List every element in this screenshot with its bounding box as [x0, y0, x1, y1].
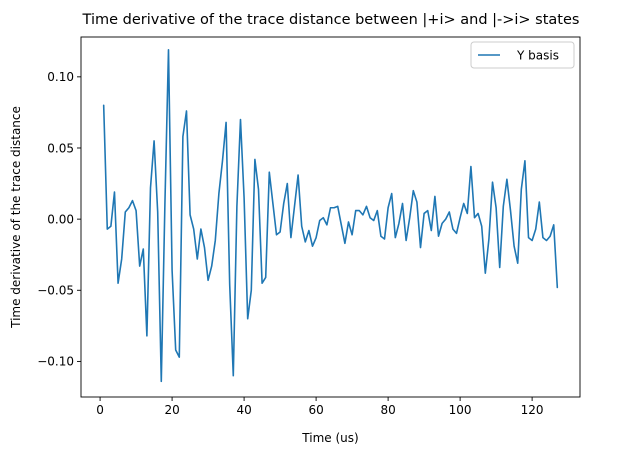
- x-tick-label: 100: [449, 403, 472, 417]
- x-tick-label: 120: [521, 403, 544, 417]
- x-tick-label: 40: [236, 403, 251, 417]
- legend-label: Y basis: [516, 49, 559, 63]
- legend: Y basis: [470, 41, 575, 69]
- y-tick-label: −0.05: [37, 284, 74, 298]
- y-tick-label: −0.10: [37, 355, 74, 369]
- x-tick-label: 0: [96, 403, 104, 417]
- x-tick-label: 60: [308, 403, 323, 417]
- chart-title: Time derivative of the trace distance be…: [82, 12, 580, 28]
- x-tick-label: 20: [164, 403, 179, 417]
- legend-box: [470, 41, 575, 69]
- y-axis: −0.10 −0.05 0.00 0.05 0.10: [37, 70, 81, 369]
- y-tick-label: 0.00: [47, 212, 74, 226]
- series-line-y-basis: [102, 49, 559, 383]
- y-tick-label: 0.05: [47, 141, 74, 155]
- x-axis: 0 20 40 60 80 100 120: [96, 397, 544, 417]
- x-tick-label: 80: [380, 403, 395, 417]
- x-axis-title: Time (us): [301, 431, 358, 445]
- axes-frame: [80, 36, 581, 398]
- y-tick-label: 0.10: [47, 70, 74, 84]
- y-axis-title: Time derivative of the trace distance: [9, 106, 23, 329]
- plot-area: [80, 36, 581, 398]
